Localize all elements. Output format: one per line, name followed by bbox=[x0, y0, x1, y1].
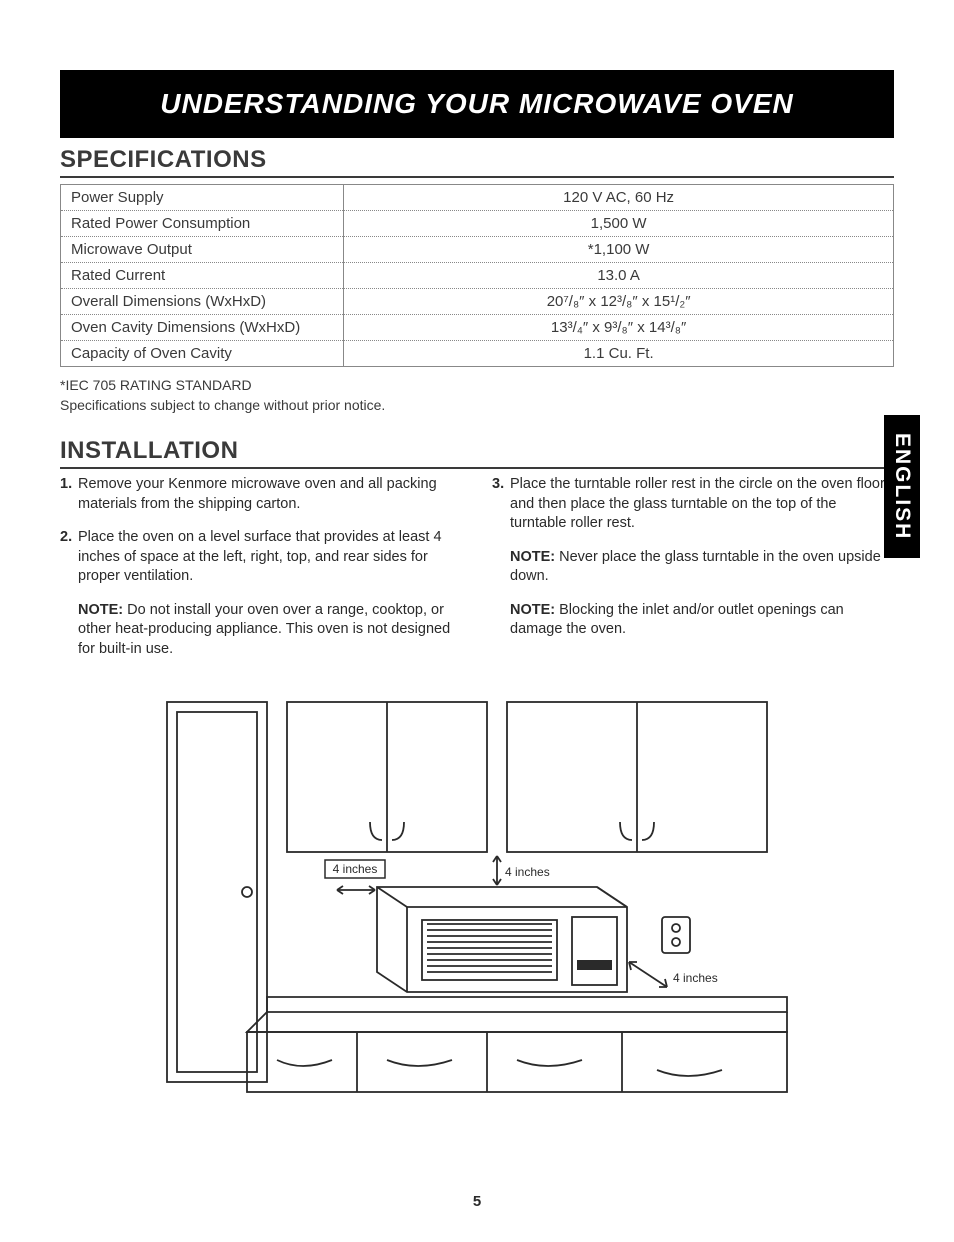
item-number: 2. bbox=[60, 528, 78, 587]
page-number: 5 bbox=[0, 1193, 954, 1210]
item-number: 1. bbox=[60, 475, 78, 514]
diagram-label-top: 4 inches bbox=[505, 865, 550, 879]
title-banner: UNDERSTANDING YOUR MICROWAVE OVEN bbox=[60, 70, 894, 138]
install-step-2: Place the oven on a level surface that p… bbox=[78, 528, 462, 587]
install-heading: INSTALLATION bbox=[60, 437, 894, 469]
language-tab: ENGLISH bbox=[884, 415, 920, 558]
footnote-change: Specifications subject to change without… bbox=[60, 397, 894, 413]
item-number: 3. bbox=[492, 475, 510, 534]
specs-heading: SPECIFICATIONS bbox=[60, 146, 894, 178]
diagram-label-right: 4 inches bbox=[673, 971, 718, 985]
installation-diagram: 4 inches 4 inches 4 inches bbox=[157, 692, 797, 1132]
note-label: NOTE: bbox=[510, 549, 555, 565]
table-row: Capacity of Oven Cavity1.1 Cu. Ft. bbox=[61, 341, 894, 367]
install-step-1: Remove your Kenmore microwave oven and a… bbox=[78, 475, 462, 514]
install-note-r2: Blocking the inlet and/or outlet opening… bbox=[510, 602, 844, 638]
table-row: Oven Cavity Dimensions (WxHxD)13³/₄″ x 9… bbox=[61, 315, 894, 341]
microwave-clearance-icon: 4 inches 4 inches 4 inches bbox=[157, 692, 797, 1132]
install-col-left: 1.Remove your Kenmore microwave oven and… bbox=[60, 475, 462, 674]
note-label: NOTE: bbox=[78, 602, 123, 618]
install-note-left: Do not install your oven over a range, c… bbox=[78, 602, 450, 657]
installation-section: INSTALLATION 1.Remove your Kenmore micro… bbox=[60, 437, 894, 1132]
table-row: Power Supply120 V AC, 60 Hz bbox=[61, 185, 894, 211]
table-row: Rated Current13.0 A bbox=[61, 263, 894, 289]
table-row: Microwave Output*1,100 W bbox=[61, 237, 894, 263]
table-row: Rated Power Consumption1,500 W bbox=[61, 211, 894, 237]
install-note-r1: Never place the glass turntable in the o… bbox=[510, 549, 881, 585]
spec-table: Power Supply120 V AC, 60 Hz Rated Power … bbox=[60, 184, 894, 367]
table-row: Overall Dimensions (WxHxD)20⁷/₈″ x 12³/₈… bbox=[61, 289, 894, 315]
diagram-label-left: 4 inches bbox=[333, 862, 378, 876]
footnote-iec: *IEC 705 RATING STANDARD bbox=[60, 377, 894, 393]
note-label: NOTE: bbox=[510, 602, 555, 618]
install-col-right: 3.Place the turntable roller rest in the… bbox=[492, 475, 894, 674]
specifications-section: SPECIFICATIONS Power Supply120 V AC, 60 … bbox=[60, 146, 894, 413]
install-step-3: Place the turntable roller rest in the c… bbox=[510, 475, 894, 534]
